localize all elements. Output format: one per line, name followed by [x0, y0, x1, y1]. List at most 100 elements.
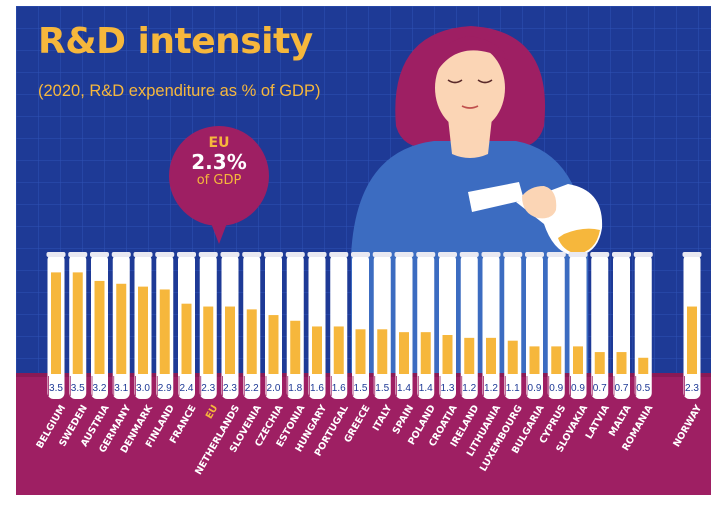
callout-circle — [169, 126, 269, 226]
tube-rim-bulgaria — [525, 252, 544, 257]
tube-rim-czechia — [264, 252, 283, 257]
chart-subtitle: (2020, R&D expenditure as % of GDP) — [38, 82, 321, 100]
bar-latvia — [594, 352, 605, 374]
tube-rim-norway — [682, 252, 702, 257]
bar-luxembourg — [507, 340, 518, 374]
bar-lithuania — [486, 337, 496, 374]
tube-ireland — [460, 254, 478, 399]
tube-rim-slovenia — [242, 252, 262, 257]
tube-rim-lithuania — [481, 252, 501, 257]
tube-rim-austria — [90, 252, 109, 257]
chart-canvas: 3.5BELGIUM3.5SWEDEN3.2AUSTRIA3.1GERMANY3… — [16, 6, 711, 495]
tube-rim-luxembourg — [503, 252, 523, 257]
chart-title: R&D intensity — [38, 21, 313, 62]
value-label-sweden: 3.5 — [71, 383, 85, 394]
value-label-france: 2.4 — [180, 383, 194, 394]
tube-croatia — [439, 254, 456, 399]
bar-ireland — [464, 337, 475, 374]
value-label-lithuania: 1.2 — [484, 383, 498, 394]
tube-rim-spain — [394, 252, 414, 257]
tube-cyprus — [547, 254, 565, 399]
bar-spain — [399, 332, 409, 374]
bar-group-eu: 2.3EU — [198, 252, 220, 421]
bar-france — [181, 303, 192, 374]
bar-estonia — [290, 320, 301, 374]
value-label-denmark: 3.0 — [136, 383, 150, 394]
bar-sweden — [72, 272, 83, 374]
tube-rim-latvia — [590, 252, 610, 257]
bar-belgium — [51, 272, 61, 374]
eu-callout-unit: of GDP — [196, 173, 242, 188]
value-label-slovakia: 0.9 — [571, 383, 585, 394]
bar-slovakia — [573, 346, 583, 374]
tube-rim-estonia — [285, 252, 305, 257]
tube-rim-sweden — [68, 252, 88, 257]
scientist-face — [435, 45, 505, 131]
value-label-netherlands: 2.3 — [223, 383, 237, 394]
value-label-belgium: 3.5 — [49, 383, 63, 394]
tube-lithuania — [482, 254, 500, 399]
value-label-czechia: 2.0 — [267, 383, 281, 394]
tube-rim-romania — [633, 252, 653, 257]
bar-croatia — [442, 335, 453, 374]
eu-callout-value: 2.3% — [191, 150, 247, 174]
bar-netherlands — [225, 306, 235, 374]
value-label-latvia: 0.7 — [593, 383, 607, 394]
value-label-eu: 2.3 — [201, 383, 215, 394]
value-label-slovenia: 2.2 — [245, 383, 259, 394]
value-label-estonia: 1.8 — [288, 383, 302, 394]
tube-romania — [634, 254, 652, 399]
bar-portugal — [333, 326, 344, 374]
value-label-ireland: 1.2 — [462, 383, 476, 394]
tube-rim-eu — [198, 252, 218, 257]
value-label-italy: 1.5 — [375, 383, 389, 394]
tube-poland — [417, 254, 435, 399]
value-label-malta: 0.7 — [615, 383, 629, 394]
flask-liquid — [558, 228, 600, 254]
value-label-spain: 1.4 — [397, 383, 411, 394]
bar-finland — [159, 289, 170, 374]
tube-rim-netherlands — [220, 252, 240, 257]
value-label-finland: 2.9 — [158, 383, 172, 394]
bar-norway — [687, 306, 697, 374]
tube-spain — [395, 254, 413, 399]
tube-rim-italy — [372, 252, 392, 257]
tube-rim-france — [177, 252, 196, 257]
value-label-austria: 3.2 — [93, 383, 107, 394]
bar-austria — [94, 280, 105, 374]
scientist-hand — [522, 186, 557, 219]
bar-romania — [638, 357, 649, 374]
tube-latvia — [591, 254, 609, 399]
bar-germany — [116, 283, 127, 374]
bar-bulgaria — [529, 346, 540, 374]
bar-poland — [420, 332, 431, 374]
infographic: 3.5 BELGIUM 3.5 SWEDEN 3.2 AUSTRIA 3.1 GERMANY 3… — [16, 6, 711, 495]
bar-hungary — [312, 326, 322, 374]
bar-denmark — [138, 286, 148, 374]
eu-callout-region: EU — [208, 135, 230, 151]
tube-rim-finland — [155, 252, 175, 257]
value-label-romania: 0.5 — [636, 383, 650, 394]
scientist-right-eye — [477, 79, 493, 84]
tube-rim-croatia — [438, 252, 457, 257]
tube-rim-germany — [111, 252, 131, 257]
tube-rim-belgium — [46, 252, 66, 257]
eu-callout: EU 2.3% of GDP — [169, 135, 269, 189]
scientist-left-eye — [447, 79, 463, 84]
tube-greece — [352, 254, 369, 399]
value-label-greece: 1.5 — [354, 383, 368, 394]
bar-greece — [355, 329, 366, 374]
bar-cyprus — [551, 346, 562, 374]
bar-malta — [616, 352, 627, 374]
tube-rim-poland — [416, 252, 436, 257]
value-label-croatia: 1.3 — [441, 383, 455, 394]
tube-rim-denmark — [133, 252, 153, 257]
tube-rim-malta — [612, 252, 631, 257]
callout-pointer — [209, 218, 229, 244]
value-label-luxembourg: 1.1 — [506, 383, 520, 394]
tube-rim-ireland — [459, 252, 479, 257]
tube-rim-slovakia — [568, 252, 588, 257]
tube-italy — [373, 254, 391, 399]
bar-italy — [377, 329, 388, 374]
